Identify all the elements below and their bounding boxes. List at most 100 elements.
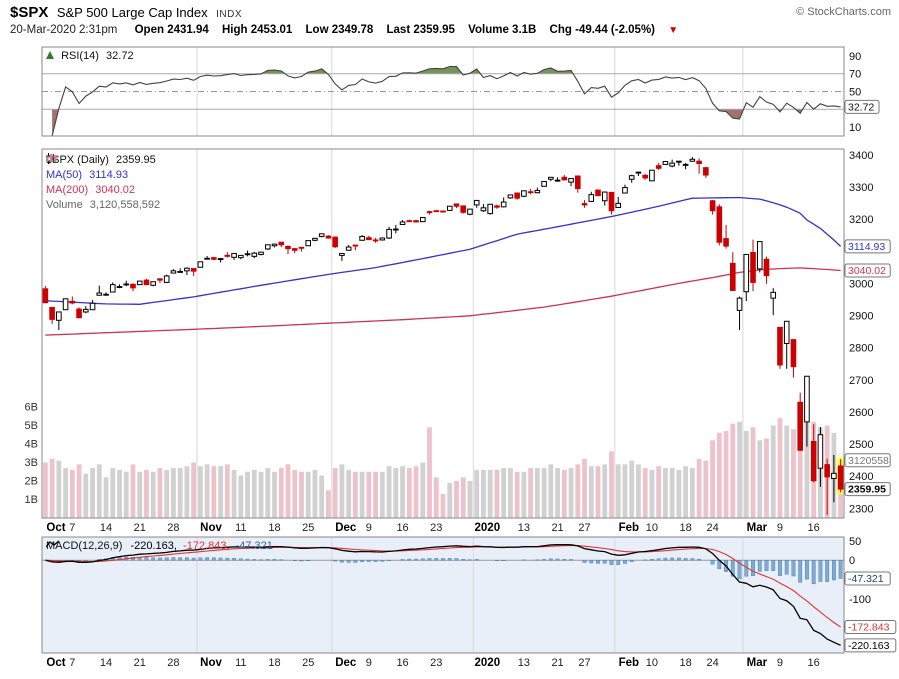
svg-text:21: 21	[134, 522, 146, 534]
macd-hist-value: -47.321	[235, 540, 273, 552]
svg-text:2500: 2500	[849, 439, 873, 451]
svg-text:Oct: Oct	[46, 657, 65, 669]
svg-text:23: 23	[430, 522, 442, 534]
svg-text:Mar: Mar	[747, 522, 768, 534]
svg-text:Feb: Feb	[619, 522, 639, 534]
svg-text:7: 7	[69, 657, 75, 669]
ma200-line	[45, 267, 841, 336]
svg-text:90: 90	[849, 51, 861, 63]
svg-text:10: 10	[849, 122, 861, 134]
svg-text:Nov: Nov	[200, 522, 222, 534]
rsi-indicator-icon	[46, 51, 54, 59]
ma50-label: MA(50)	[46, 169, 83, 181]
svg-text:6B: 6B	[25, 402, 38, 414]
svg-text:21: 21	[134, 657, 146, 669]
svg-text:Mar: Mar	[747, 657, 768, 669]
rsi-value: 32.72	[106, 50, 134, 62]
svg-text:11: 11	[235, 657, 246, 669]
svg-text:3400: 3400	[849, 150, 873, 162]
svg-text:9: 9	[366, 522, 372, 534]
svg-text:2400: 2400	[849, 471, 873, 483]
svg-text:Nov: Nov	[200, 657, 222, 669]
svg-text:16: 16	[808, 522, 820, 534]
macd-signal-line	[45, 544, 841, 628]
svg-text:Dec: Dec	[335, 522, 357, 534]
svg-text:16: 16	[396, 522, 408, 534]
down-arrow-icon: ▼	[668, 25, 679, 36]
svg-text:25: 25	[302, 657, 314, 669]
chg-label: Chg	[549, 24, 572, 36]
volume-label: Volume	[468, 24, 509, 36]
rsi-legend: RSI(14) 32.72	[46, 50, 134, 62]
last-label: Last	[386, 24, 411, 36]
quote-line: 20-Mar-2020 2:31pm Open 2431.94 High 245…	[10, 24, 678, 36]
svg-text:-172.843: -172.843	[848, 622, 890, 634]
svg-text:16: 16	[396, 657, 408, 669]
ma200-label: MA(200)	[46, 184, 89, 196]
quote-last: Last 2359.95	[387, 24, 455, 36]
svg-text:3300: 3300	[849, 182, 873, 194]
svg-text:Dec: Dec	[335, 657, 357, 669]
svg-text:0: 0	[849, 555, 855, 567]
svg-text:2300: 2300	[849, 503, 873, 515]
svg-text:9: 9	[777, 522, 783, 534]
svg-text:23: 23	[430, 657, 442, 669]
svg-text:4B: 4B	[25, 439, 38, 451]
quote-open: Open 2431.94	[135, 24, 209, 36]
svg-text:2359.95: 2359.95	[848, 484, 886, 496]
svg-text:Feb: Feb	[619, 657, 639, 669]
svg-text:7: 7	[69, 522, 75, 534]
legend-volume-value: 3,120,558,592	[89, 199, 161, 211]
svg-text:18: 18	[679, 522, 691, 534]
rsi-panel	[41, 46, 845, 137]
svg-text:25: 25	[302, 522, 314, 534]
legend-volume-label: Volume	[46, 199, 83, 211]
ma50-value: 3114.93	[89, 169, 129, 181]
svg-text:-100: -100	[849, 594, 871, 606]
svg-text:50: 50	[849, 87, 861, 99]
svg-text:9: 9	[366, 657, 372, 669]
symbol: $SPX	[10, 4, 49, 21]
svg-text:18: 18	[268, 522, 280, 534]
svg-text:21: 21	[551, 522, 563, 534]
svg-text:3114.93: 3114.93	[848, 241, 885, 253]
exchange-label: INDX	[216, 9, 242, 20]
high-value: 2453.01	[250, 24, 293, 36]
rsi-label: RSI(14)	[61, 50, 99, 62]
svg-text:-220.163: -220.163	[848, 640, 890, 652]
chg-value: -49.44 (-2.05%)	[575, 24, 656, 36]
svg-text:11: 11	[235, 522, 246, 534]
macd-signal-value: -172.843,	[183, 540, 230, 552]
macd-legend: MACD(12,26,9) -220.163, -172.843, -47.32…	[46, 540, 273, 552]
timestamp: 20-Mar-2020 2:31pm	[10, 24, 118, 36]
svg-text:18: 18	[679, 657, 691, 669]
svg-text:10: 10	[646, 522, 658, 534]
macd-line	[45, 544, 841, 646]
macd-line-icon	[46, 540, 60, 548]
svg-text:3120558: 3120558	[848, 455, 889, 467]
legend-volume-row: Volume 3,120,558,592	[46, 154, 161, 213]
svg-text:50: 50	[849, 536, 861, 548]
svg-text:2020: 2020	[475, 522, 501, 534]
svg-text:28: 28	[167, 522, 179, 534]
quote-change: Chg -49.44 (-2.05%)	[550, 24, 655, 36]
svg-text:16: 16	[808, 657, 820, 669]
quote-volume: Volume 3.1B	[468, 24, 536, 36]
rsi-overbought-fill	[233, 66, 574, 74]
ma200-value: 3040.02	[95, 184, 136, 196]
stockcharts-copyright-link[interactable]: © StockCharts.com	[796, 6, 891, 18]
svg-text:-47.321: -47.321	[848, 573, 884, 585]
legend-ma50-row: MA(50) 3114.93	[46, 155, 160, 183]
svg-text:24: 24	[706, 522, 718, 534]
legend-ma200-row: MA(200) 3040.02	[46, 155, 160, 198]
open-value: 2431.94	[167, 24, 209, 36]
svg-text:18: 18	[268, 657, 280, 669]
svg-text:70: 70	[849, 69, 861, 81]
svg-text:13: 13	[518, 522, 530, 534]
svg-text:13: 13	[518, 657, 530, 669]
svg-text:10: 10	[646, 657, 658, 669]
high-label: High	[221, 24, 248, 36]
index-name: S&P 500 Large Cap Index	[56, 5, 208, 20]
